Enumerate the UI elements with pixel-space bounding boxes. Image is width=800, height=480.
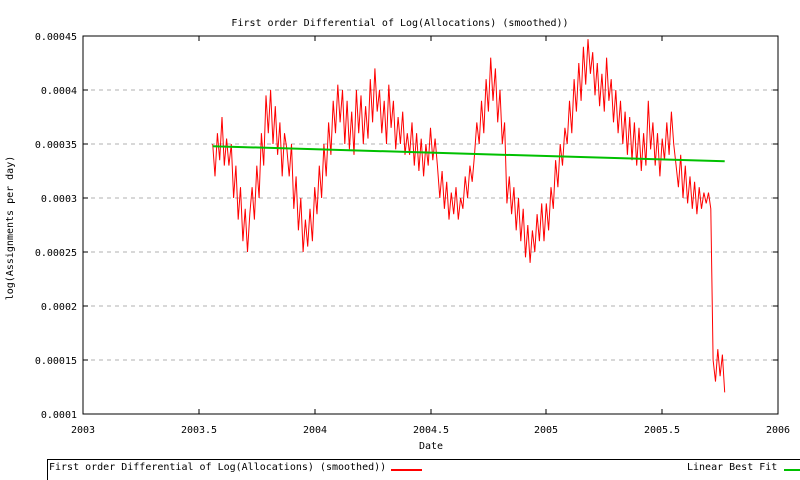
plot-border (82, 35, 779, 415)
x-tick-label: 2004 (303, 425, 327, 436)
x-tick-label: 2003 (71, 425, 95, 436)
chart-title: First order Differential of Log(Allocati… (231, 18, 568, 29)
y-tick-label: 0.00015 (35, 356, 77, 367)
y-tick-label: 0.00025 (35, 248, 77, 259)
x-tick-label: 2005.5 (644, 425, 680, 436)
x-tick-label: 2006 (766, 425, 790, 436)
legend-label-fit: Linear Best Fit (687, 462, 778, 473)
series-red-line (212, 39, 726, 393)
x-tick-label: 2004.5 (413, 425, 449, 436)
x-tick-label: 2003.5 (181, 425, 217, 436)
y-axis-label: log(Assignments per day) (5, 156, 16, 301)
y-tick-label: 0.0003 (41, 194, 77, 205)
legend-swatch-red (391, 469, 422, 471)
legend-label-series: First order Differential of Log(Allocati… (49, 462, 387, 473)
y-tick-label: 0.00045 (35, 32, 77, 43)
x-tick-label: 2005 (534, 425, 558, 436)
x-axis-label: Date (419, 441, 443, 452)
y-tick-label: 0.0002 (41, 302, 77, 313)
y-tick-label: 0.00035 (35, 140, 77, 151)
legend-box (47, 459, 800, 480)
legend-swatch-green (784, 469, 800, 471)
y-tick-label: 0.0004 (41, 86, 77, 97)
series-green-line (212, 145, 725, 163)
y-tick-label: 0.0001 (41, 410, 77, 421)
